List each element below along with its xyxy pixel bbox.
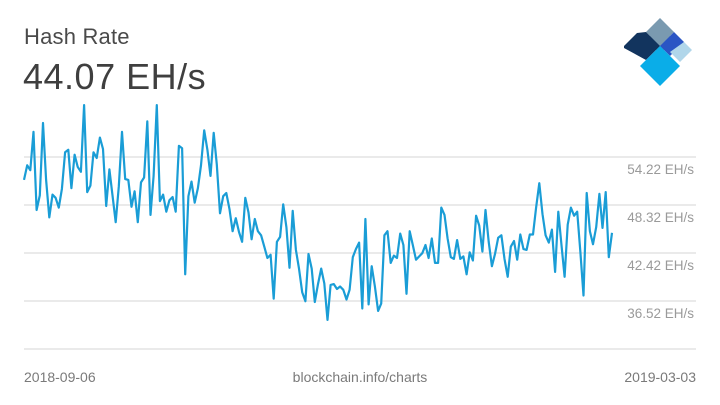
y-tick-label: 42.42 EH/s	[627, 258, 694, 273]
x-end-date: 2019-03-03	[624, 369, 696, 385]
blockchain-logo-icon	[624, 18, 692, 86]
x-start-date: 2018-09-06	[24, 369, 96, 385]
hash-rate-line	[22, 103, 614, 321]
y-tick-label: 48.32 EH/s	[627, 210, 694, 225]
y-tick-label: 36.52 EH/s	[627, 306, 694, 321]
source-link[interactable]: blockchain.info/charts	[292, 369, 428, 385]
chart-title: Hash Rate	[24, 24, 130, 49]
current-value: 44.07 EH/s	[23, 56, 207, 97]
y-tick-label: 54.22 EH/s	[627, 162, 694, 177]
